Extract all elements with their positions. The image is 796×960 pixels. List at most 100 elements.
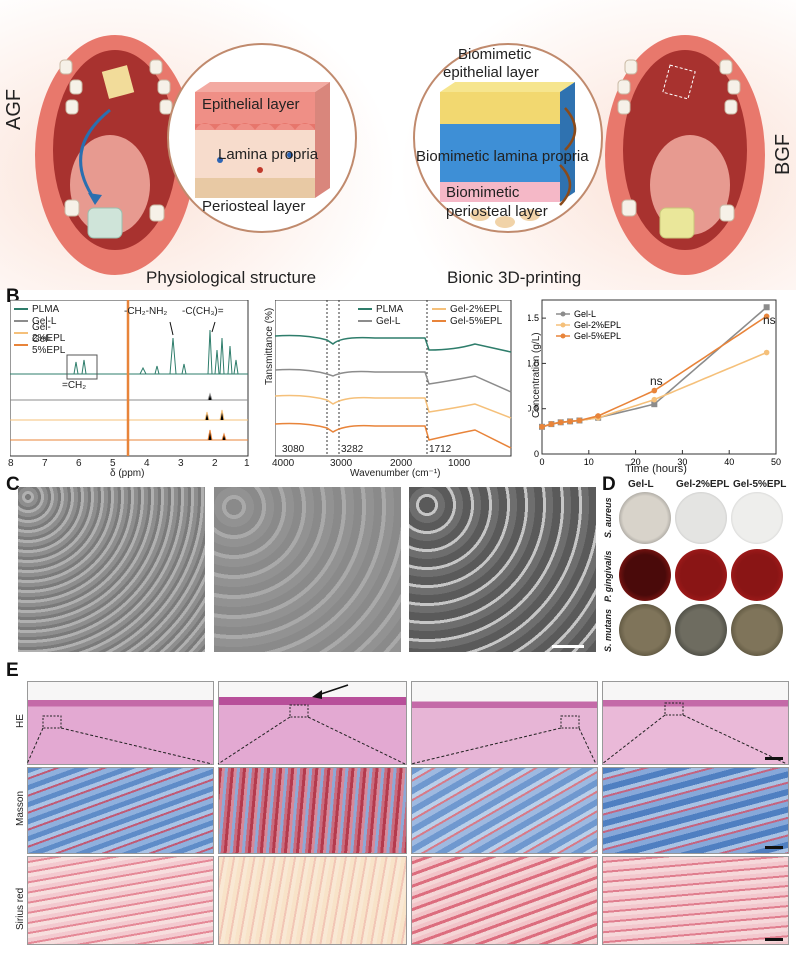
legend-label: Gel-5%EPL (574, 331, 621, 341)
right-mouth-drawing (605, 35, 765, 275)
sirius-scalebar (765, 938, 783, 941)
sem-image-1 (18, 487, 205, 652)
panel-label-e: E (6, 660, 19, 681)
ftir-peak-3080: 3080 (282, 444, 305, 455)
plate-col-gel-5: Gel-5%EPL (733, 479, 787, 490)
plate-col-gel-l: Gel-L (628, 479, 654, 490)
agf-label: AGF (3, 88, 25, 130)
bio-label-1b: epithelial layer (443, 64, 539, 81)
nmr-xtick-1: 1 (244, 458, 250, 469)
he-image-3 (411, 681, 598, 765)
x-tick-label: 40 (724, 457, 734, 467)
he-scalebar (765, 757, 783, 760)
he-image-2 (218, 681, 407, 765)
bio-label-1a: Biomimetic (458, 46, 532, 63)
nmr-legend-plma: PLMA (32, 303, 60, 315)
panel-label-d: D (602, 474, 616, 495)
panel-a-illustration (0, 0, 796, 290)
ftir-legend-right: Gel-2%EPL Gel-5%EPL (432, 303, 512, 327)
ftir-spectrum (275, 300, 512, 457)
plate-row-s-aureus: S. aureus (603, 497, 613, 538)
plate-p-ging-gel-l (619, 549, 671, 601)
ftir-x-axis: 4000 3000 2000 1000 (272, 458, 512, 470)
nmr-annot-ch2: =CH₂ (62, 380, 87, 391)
x-tick-label: 30 (677, 457, 687, 467)
plate-s-mutans-gel-5 (731, 604, 783, 656)
plate-s-aureus-gel-2 (675, 492, 727, 544)
layer-label-epithelial: Epithelial layer (202, 96, 300, 113)
nmr-legend-gel-5: Gel-5%EPL (31, 334, 66, 356)
left-mouth-drawing (35, 35, 195, 275)
masson-image-1 (27, 767, 214, 854)
release-xlabel: Time (hours) (625, 463, 687, 475)
ftir-legend-gel-5: Gel-5%EPL (450, 315, 503, 327)
panel-label-c: C (6, 474, 20, 495)
plate-s-aureus-gel-5 (731, 492, 783, 544)
nmr-x-axis: 8 7 6 5 4 3 2 1 (8, 458, 250, 470)
legend-marker (560, 322, 566, 328)
legend-label: Gel-L (574, 309, 596, 319)
data-point (539, 424, 545, 430)
data-point (595, 413, 601, 419)
release-annot-ns-1: ns (650, 374, 663, 388)
bio-label-3b: periosteal layer (446, 203, 548, 220)
ftir-legend-left: PLMA Gel-L (358, 303, 428, 327)
data-point (567, 418, 573, 425)
sirius-image-2 (218, 856, 407, 945)
plate-col-gel-2: Gel-2%EPL (676, 479, 730, 490)
sirius-image-1 (27, 856, 214, 945)
he-image-1 (27, 681, 214, 765)
layer-label-periosteal: Periosteal layer (202, 198, 306, 215)
caption-physiological: Physiological structure (146, 268, 317, 287)
nmr-xlabel: δ (ppm) (110, 468, 145, 479)
plate-s-mutans-gel-2 (675, 604, 727, 656)
masson-image-4 (602, 767, 789, 854)
plate-p-ging-gel-5 (731, 549, 783, 601)
release-annot-ns-2: ns (763, 313, 776, 327)
nmr-xtick-5: 5 (110, 458, 116, 469)
plate-row-s-mutans: S. mutans (603, 608, 613, 652)
sem-image-3 (409, 487, 596, 652)
bio-label-2: Biomimetic lamina propria (416, 148, 589, 165)
y-tick-label: 1.0 (528, 358, 539, 368)
legend-marker (560, 333, 566, 339)
bgf-label: BGF (772, 133, 794, 175)
right-tissue-block (440, 82, 577, 228)
data-point (651, 401, 658, 408)
sem-image-2 (214, 487, 401, 652)
nmr-xtick-6: 6 (76, 458, 82, 469)
caption-bionic: Bionic 3D-printing (447, 268, 582, 287)
data-point (651, 387, 658, 394)
plate-s-mutans-gel-l (619, 604, 671, 656)
x-tick-label: 50 (771, 457, 781, 467)
ftir-xlabel: Wavenumber (cm⁻¹) (350, 468, 441, 479)
data-point (763, 349, 770, 356)
legend-marker (560, 311, 566, 317)
plate-p-ging-gel-2 (675, 549, 727, 601)
bio-label-3a: Biomimetic (446, 184, 520, 201)
masson-image-2 (218, 767, 407, 854)
nmr-annot-cch3: -C(CH₃)= (182, 306, 224, 317)
plate-row-p-gingivalis: P. gingivalis (603, 550, 613, 602)
ftir-xtick-1000: 1000 (448, 458, 471, 469)
ftir-legend-gel-l: Gel-L (376, 315, 401, 327)
sirius-row-label: Sirius red (15, 887, 26, 930)
sirius-image-3 (411, 856, 598, 945)
data-point (576, 417, 583, 424)
ftir-xtick-2000: 2000 (390, 458, 413, 469)
nmr-legend: PLMA Gel-L Gel-2%EPL Gel-5%EPL (14, 303, 84, 356)
ftir-ylabel: Tansmittance (%) (264, 307, 275, 385)
plate-s-aureus-gel-l (619, 492, 671, 544)
layer-label-lamina: Lamina propria (218, 146, 319, 163)
ftir-xtick-3000: 3000 (330, 458, 353, 469)
left-tissue-block (195, 82, 330, 198)
x-tick-label: 20 (631, 457, 641, 467)
sirius-image-4 (602, 856, 789, 945)
x-tick-label: 10 (584, 457, 594, 467)
data-point (651, 396, 658, 403)
nmr-xtick-7: 7 (42, 458, 48, 469)
he-overlays (26, 684, 788, 765)
nmr-annot-ch2nh2: -CH₂-NH₂ (124, 306, 168, 317)
release-chart-frame (541, 299, 777, 455)
ftir-legend-gel-2: Gel-2%EPL (450, 303, 503, 315)
